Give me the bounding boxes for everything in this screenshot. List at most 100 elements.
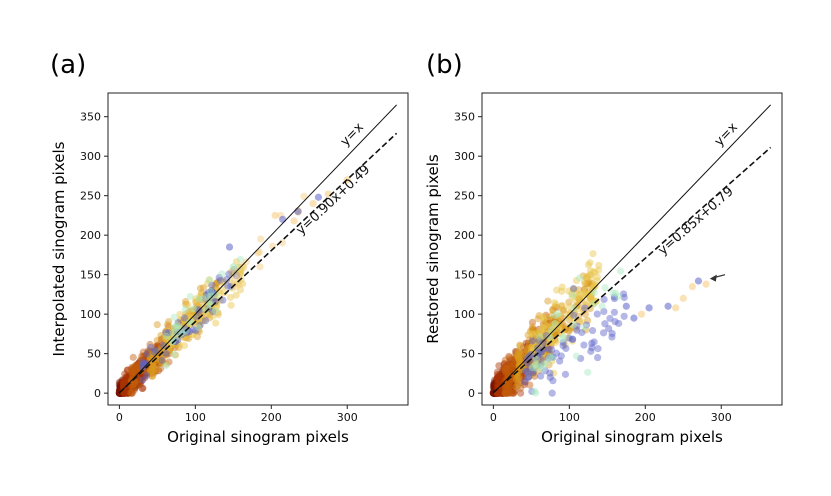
scatter-point [127, 382, 136, 390]
scatter-point [127, 367, 135, 376]
scatter-point [499, 389, 507, 397]
scatter-point [575, 318, 583, 326]
scatter-point [538, 357, 547, 365]
scatter-point [547, 353, 556, 361]
scatter-point [180, 316, 188, 324]
scatter-point [162, 360, 170, 368]
scatter-point [558, 319, 566, 327]
scatter-point [503, 384, 511, 392]
y-tick-label: 250 [80, 190, 101, 203]
scatter-point [560, 333, 568, 341]
scatter-point [517, 384, 525, 392]
scatter-point [147, 357, 156, 365]
scatter-point [138, 352, 146, 360]
scatter-point [132, 369, 140, 378]
scatter-point [205, 314, 214, 322]
scatter-point [180, 314, 189, 322]
scatter-point [542, 329, 550, 337]
scatter-point [256, 235, 265, 243]
scatter-point [534, 341, 542, 350]
scatter-point [162, 327, 170, 336]
scatter-point [547, 324, 555, 332]
scatter-point [503, 383, 512, 391]
scatter-point [119, 382, 128, 391]
scatter-point [176, 310, 184, 319]
scatter-point [189, 331, 197, 339]
scatter-point [490, 389, 499, 397]
scatter-point [493, 375, 502, 383]
scatter-point [128, 371, 136, 379]
scatter-point [236, 270, 244, 278]
scatter-point [147, 370, 156, 378]
scatter-point [138, 359, 146, 368]
scatter-point [165, 335, 173, 344]
scatter-point [117, 389, 125, 397]
scatter-point [194, 326, 202, 334]
scatter-point [127, 375, 135, 383]
scatter-point [529, 338, 537, 346]
scatter-point [155, 355, 163, 363]
scatter-point [135, 377, 144, 385]
scatter-point [219, 276, 227, 284]
scatter-point [503, 364, 511, 372]
scatter-point [120, 383, 128, 391]
scatter-point [534, 315, 542, 323]
scatter-point [121, 388, 129, 397]
scatter-point [115, 387, 124, 395]
scatter-point [527, 341, 535, 349]
scatter-point [493, 379, 501, 387]
scatter-point [158, 347, 167, 355]
scatter-point [615, 319, 623, 328]
identity-line [119, 104, 397, 394]
scatter-point [558, 287, 566, 295]
scatter-point [570, 285, 578, 294]
scatter-point [504, 367, 512, 375]
scatter-point [536, 342, 544, 350]
scatter-point [171, 337, 179, 346]
scatter-point [120, 383, 128, 391]
scatter-point [493, 377, 501, 385]
scatter-point [115, 381, 124, 389]
scatter-point [500, 384, 508, 393]
scatter-point [147, 361, 156, 369]
scatter-point [147, 349, 156, 357]
scatter-point [501, 365, 510, 373]
scatter-point [515, 348, 523, 356]
scatter-point [168, 328, 176, 336]
scatter-point [570, 304, 578, 312]
scatter-point [490, 381, 498, 389]
scatter-point [227, 301, 235, 309]
scatter-point [121, 370, 129, 378]
scatter-point [134, 380, 142, 388]
scatter-point [225, 243, 234, 251]
scatter-point [119, 380, 127, 389]
scatter-point [136, 372, 145, 380]
scatter-point [492, 384, 501, 392]
scatter-point [522, 339, 530, 347]
scatter-point [526, 327, 535, 336]
scatter-point [508, 379, 516, 388]
scatter-point [505, 370, 513, 378]
scatter-point [162, 362, 170, 370]
scatter-point [490, 380, 498, 389]
scatter-point [186, 318, 194, 326]
scatter-point [503, 380, 511, 388]
scatter-point [529, 334, 537, 342]
scatter-point [611, 289, 619, 297]
scatter-point [513, 373, 522, 381]
scatter-point [117, 385, 125, 394]
scatter-point [516, 379, 524, 387]
scatter-point [189, 306, 198, 314]
scatter-point [561, 323, 569, 331]
scatter-point [501, 379, 509, 388]
scatter-point [133, 378, 141, 386]
scatter-point [495, 374, 503, 382]
scatter-point [509, 387, 517, 395]
scatter-point [178, 329, 186, 337]
scatter-point [142, 355, 150, 363]
scatter-point [500, 374, 508, 382]
scatter-point [131, 375, 140, 383]
scatter-point [548, 354, 556, 362]
scatter-point [181, 320, 189, 328]
scatter-point [494, 374, 502, 382]
